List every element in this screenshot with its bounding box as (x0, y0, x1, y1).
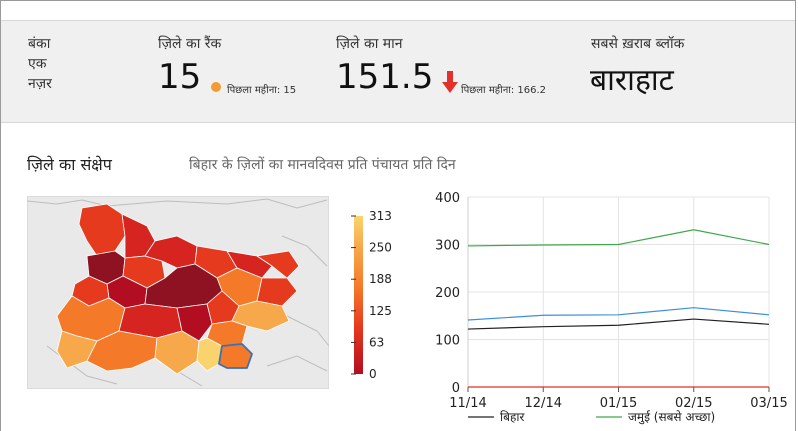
selected-district-banka (218, 343, 253, 369)
summary-title: ज़िले का संक्षेप (27, 155, 112, 174)
value-title: ज़िले का मान (336, 36, 403, 52)
scale-tick-label: 0 (369, 367, 377, 381)
map-region (176, 303, 213, 342)
scale-tick-label: 313 (369, 209, 392, 223)
value-number: 151.5 (336, 57, 434, 97)
x-tick-label: 01/15 (600, 396, 637, 411)
series-line-2 (467, 229, 770, 247)
x-tick-label: 11/14 (449, 396, 486, 411)
y-tick-label: 400 (435, 191, 460, 206)
scale-tick-label: 63 (369, 335, 384, 349)
scale-tick-label: 125 (369, 304, 392, 318)
legend-label: बिहार (500, 410, 525, 424)
worst-block-title: सबसे ख़राब ब्लॉक (591, 36, 685, 52)
overview-panel: बंका एक नज़र ज़िले का रैंक 15 पिछला महीन… (1, 20, 795, 123)
scale-tick-label: 250 (369, 241, 392, 255)
series-line-1 (467, 307, 770, 321)
legend-label: जमुई (सबसे अच्छा) (628, 410, 715, 425)
arrow-down-icon (442, 71, 458, 93)
rank-previous: पिछला महीना: 15 (227, 85, 297, 96)
scale-tick-label: 188 (369, 272, 392, 286)
x-tick-label: 03/15 (750, 396, 787, 411)
series-line-0 (467, 318, 770, 330)
y-tick-label: 0 (452, 381, 460, 396)
map-region (256, 250, 300, 279)
trend-line-chart: 0 100 200 300 400 11/14 12/14 01/15 02/15 03/15 बि… (435, 191, 788, 425)
x-tick-label: 02/15 (675, 396, 712, 411)
summary-subtitle: बिहार के ज़िलों का मानवदिवस प्रति पंचायत… (189, 157, 456, 173)
y-tick-label: 100 (435, 334, 460, 349)
x-tick-label: 12/14 (525, 396, 562, 411)
rank-value: 15 (158, 57, 202, 97)
scale-bar (354, 216, 363, 374)
district-name: बंका एक नज़र (28, 36, 52, 92)
rank-indicator-dot (211, 82, 221, 92)
map-region (86, 330, 158, 372)
bihar-district-map[interactable] (27, 196, 329, 389)
map-region (256, 277, 298, 307)
y-tick-label: 300 (435, 239, 460, 254)
map-color-scale: 313 250 188 125 63 0 (351, 209, 392, 381)
value-previous: पिछला महीना: 166.2 (461, 85, 547, 96)
map-region (226, 250, 273, 279)
rank-title: ज़िले का रैंक (158, 36, 222, 52)
y-tick-label: 200 (435, 286, 460, 301)
worst-block-value: बाराहाट (590, 63, 674, 98)
